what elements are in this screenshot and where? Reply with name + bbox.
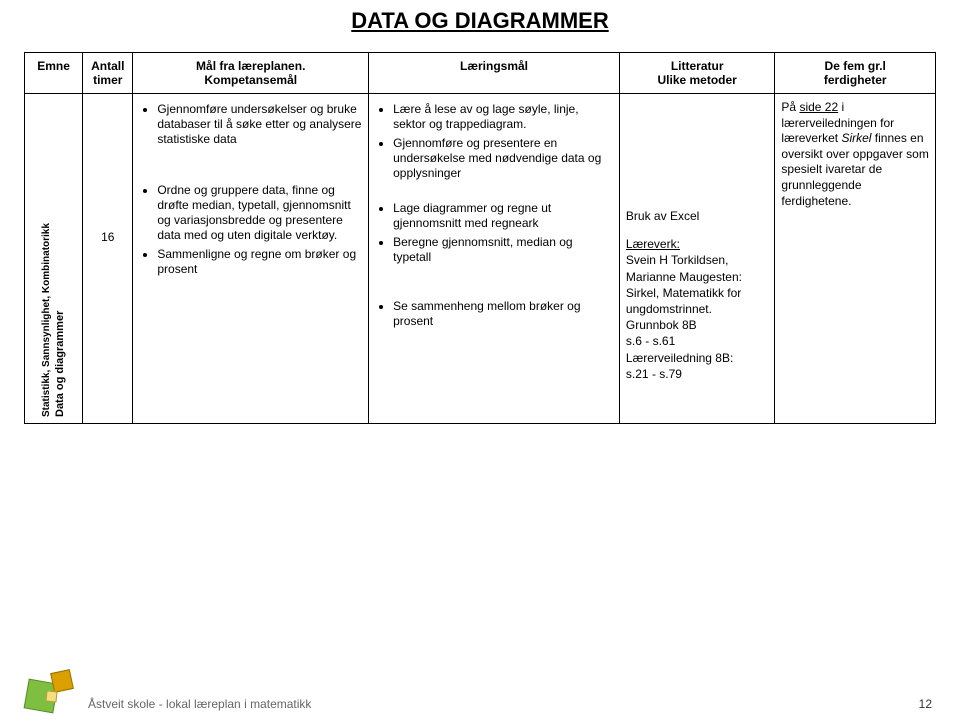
cell-laer: Lære å lese av og lage søyle, linje, sek…	[369, 94, 620, 424]
header-mal-l1: Mål fra læreplanen.	[139, 59, 362, 73]
fem-part: side 22	[799, 100, 838, 114]
lit-line: Grunnbok 8B	[626, 317, 769, 333]
header-lit-l1: Litteratur	[626, 59, 769, 73]
header-mal-l2: Kompetansemål	[139, 73, 362, 87]
cell-emne: Statistikk, Sannsynlighet, Kombinatorikk…	[25, 94, 83, 424]
laer-bullet: Se sammenheng mellom brøker og prosent	[393, 299, 613, 329]
lit-line: ungdomstrinnet.	[626, 301, 769, 317]
header-timer-l2: timer	[89, 73, 126, 87]
lit-line: Svein H Torkildsen,	[626, 252, 769, 268]
header-lit: Litteratur Ulike metoder	[619, 53, 775, 94]
lit-line: Bruk av Excel	[626, 208, 769, 224]
lit-line: s.21 - s.79	[626, 366, 769, 382]
page-title: DATA OG DIAGRAMMER	[0, 0, 960, 34]
laer-bullet: Lage diagrammer og regne ut gjennomsnitt…	[393, 201, 613, 231]
page-footer: Åstveit skole - lokal læreplan i matemat…	[0, 667, 960, 713]
header-timer-l1: Antall	[89, 59, 126, 73]
curriculum-table: Emne Antall timer Mål fra læreplanen. Ko…	[24, 52, 936, 424]
header-lit-l2: Ulike metoder	[626, 73, 769, 87]
emne-main-vertical: Data og diagrammer	[54, 160, 66, 417]
lit-line: Lærerveiledning 8B:	[626, 350, 769, 366]
lit-line: s.6 - s.61	[626, 333, 769, 349]
header-mal: Mål fra læreplanen. Kompetansemål	[133, 53, 369, 94]
table-row: Statistikk, Sannsynlighet, Kombinatorikk…	[25, 94, 936, 424]
cell-mal: Gjennomføre undersøkelser og bruke datab…	[133, 94, 369, 424]
pythagoras-icon	[22, 667, 78, 713]
header-timer: Antall timer	[83, 53, 133, 94]
mal-bullet: Ordne og gruppere data, finne og drøfte …	[157, 183, 362, 243]
lit-line: Marianne Maugesten:	[626, 269, 769, 285]
mal-bullet: Gjennomføre undersøkelser og bruke datab…	[157, 102, 362, 147]
cell-fem: På side 22 i lærerveiledningen for lærev…	[775, 94, 936, 424]
fem-part: Sirkel	[841, 131, 871, 145]
laer-bullet: Gjennomføre og presentere en undersøkels…	[393, 136, 613, 181]
mal-bullet: Sammenligne og regne om brøker og prosen…	[157, 247, 362, 277]
header-fem-l2: ferdigheter	[781, 73, 929, 87]
lit-lw-label: Læreverk:	[626, 237, 680, 251]
footer-text: Åstveit skole - lokal læreplan i matemat…	[78, 697, 919, 713]
cell-timer: 16	[83, 94, 133, 424]
lit-line: Sirkel, Matematikk for	[626, 285, 769, 301]
header-laer: Læringsmål	[369, 53, 620, 94]
laer-bullet: Lære å lese av og lage søyle, linje, sek…	[393, 102, 613, 132]
fem-part: På	[781, 100, 799, 114]
cell-lit: Bruk av Excel Læreverk: Svein H Torkilds…	[619, 94, 775, 424]
table-header-row: Emne Antall timer Mål fra læreplanen. Ko…	[25, 53, 936, 94]
footer-page-number: 12	[919, 697, 960, 713]
header-emne: Emne	[25, 53, 83, 94]
laer-bullet: Beregne gjennomsnitt, median og typetall	[393, 235, 613, 265]
header-fem-l1: De fem gr.l	[781, 59, 929, 73]
emne-sub-vertical: Statistikk, Sannsynlighet, Kombinatorikk	[41, 160, 52, 417]
timer-value: 16	[89, 100, 126, 244]
fem-text: På side 22 i lærerveiledningen for lærev…	[781, 100, 929, 209]
header-fem: De fem gr.l ferdigheter	[775, 53, 936, 94]
